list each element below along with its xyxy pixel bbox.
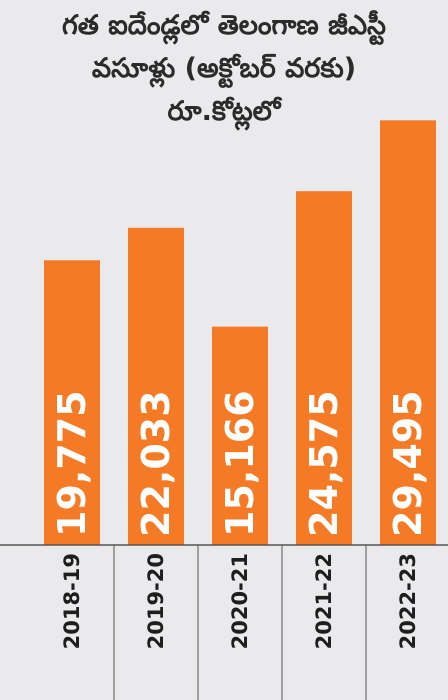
chart-title: గత ఐదేండ్లలో తెలంగాణ జీఎస్టీ వసూళ్లు (అక… (0, 4, 448, 133)
bar-2021-22 (296, 191, 352, 546)
chart-title-line-2: వసూళ్లు (అక్టోబర్ వరకు) (91, 53, 357, 84)
chart-title-line-1: గత ఐదేండ్లలో తెలంగాణ జీఎస్టీ (62, 10, 386, 41)
bar-value-label: 29,495 (386, 390, 430, 537)
chart-title-line-3: రూ.కోట్లలో (167, 96, 281, 127)
x-tick-label: 2018-19 (60, 553, 84, 649)
x-tick-label: 2019-20 (144, 553, 168, 649)
bars-group: 19,775 22,033 15,166 24,575 29,495 (44, 120, 436, 546)
bar-2019-20 (128, 227, 184, 545)
bar-2018-19 (44, 260, 100, 545)
bar-value-label: 24,575 (302, 390, 346, 537)
x-tick-label: 2020-21 (228, 553, 252, 649)
bar-2022-23 (380, 120, 436, 545)
bar-value-label: 22,033 (134, 390, 178, 537)
bar-2020-21 (212, 326, 268, 545)
category-dividers (113, 545, 367, 700)
bar-value-label: 15,166 (218, 390, 262, 537)
bar-value-label: 19,775 (50, 390, 94, 537)
category-labels: 2018-19 2019-20 2020-21 2021-22 2022-23 (60, 553, 420, 649)
x-tick-label: 2022-23 (396, 553, 420, 649)
x-tick-label: 2021-22 (312, 553, 336, 649)
